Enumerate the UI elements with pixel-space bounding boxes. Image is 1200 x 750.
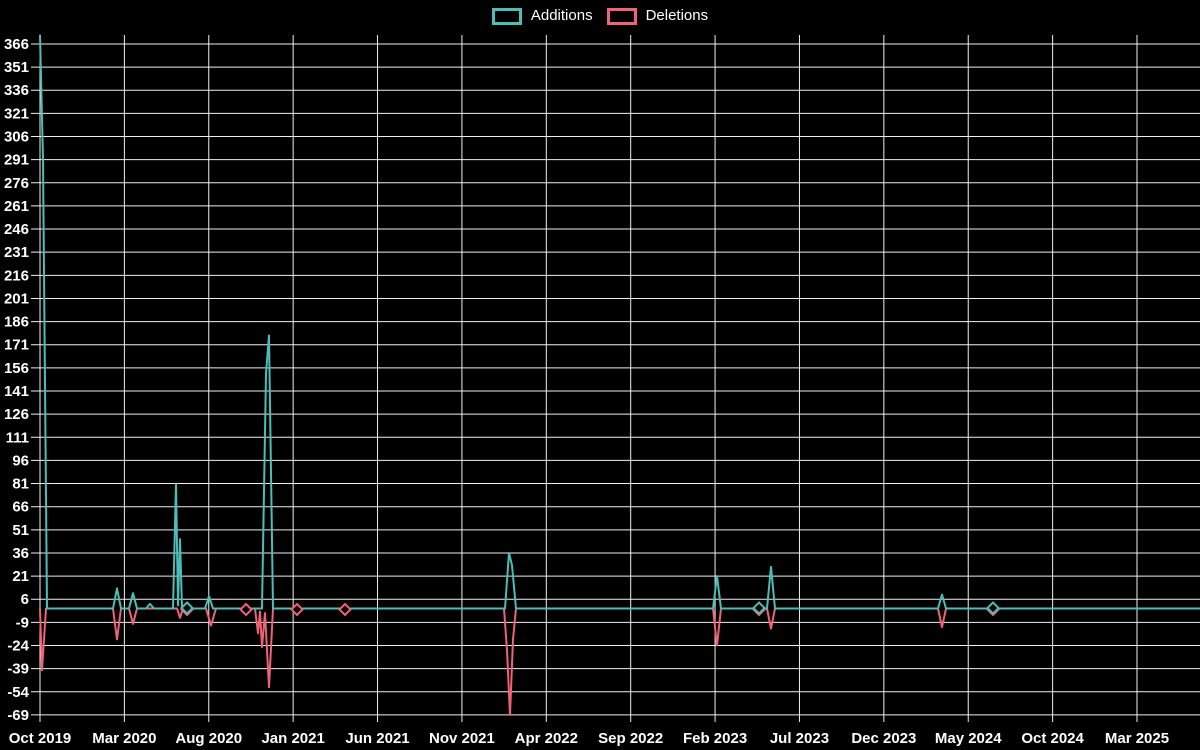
y-tick-label: 291: [4, 152, 29, 169]
y-tick-label: -24: [7, 638, 29, 655]
y-tick-label: 111: [6, 429, 29, 446]
y-tick-label: -39: [7, 661, 29, 678]
y-tick-label: 231: [4, 244, 29, 261]
y-tick-label: 321: [4, 105, 29, 122]
y-tick-label: 171: [4, 337, 29, 354]
additions-zero-marker: [752, 601, 766, 615]
legend-item-deletions[interactable]: Deletions: [606, 6, 709, 26]
legend-swatch-additions-icon: [491, 7, 522, 25]
y-tick-label: 351: [4, 59, 29, 76]
y-tick-label: 201: [4, 290, 29, 307]
deletions-zero-marker: [239, 602, 253, 617]
y-tick-label: 306: [4, 128, 29, 145]
y-tick-label: -54: [7, 684, 29, 701]
legend-swatch-deletions-icon: [606, 7, 637, 25]
x-tick-label: Oct 2019: [9, 730, 72, 747]
deletions-line: [39, 607, 1200, 716]
legend-label-deletions: Deletions: [645, 7, 709, 24]
y-tick-label: 336: [4, 82, 29, 99]
x-tick-label: Oct 2024: [1021, 730, 1084, 747]
x-tick-label: Jan 2021: [261, 730, 324, 747]
x-tick-label: Dec 2023: [851, 730, 916, 747]
x-tick-label: Jun 2021: [345, 730, 409, 747]
chart-legend: Additions Deletions: [0, 6, 1200, 26]
x-tick-label: Mar 2020: [92, 730, 156, 747]
additions-zero-marker: [986, 601, 1000, 615]
additions-zero-marker: [180, 601, 194, 615]
y-tick-label: 216: [4, 267, 29, 284]
y-tick-label: 186: [4, 314, 29, 331]
legend-label-additions: Additions: [530, 7, 593, 24]
x-tick-label: Aug 2020: [175, 730, 242, 747]
y-tick-label: 126: [4, 406, 29, 423]
y-tick-label: 141: [4, 383, 29, 400]
y-tick-label: 96: [12, 452, 29, 469]
x-tick-label: Jul 2023: [770, 730, 829, 747]
y-tick-label: 66: [12, 499, 29, 516]
y-tick-label: 81: [12, 476, 29, 493]
y-tick-label: 36: [12, 545, 29, 562]
x-tick-label: Feb 2023: [683, 730, 747, 747]
x-tick-label: Sep 2022: [598, 730, 663, 747]
y-tick-label: 366: [4, 36, 29, 53]
y-tick-label: 246: [4, 221, 29, 238]
y-tick-label: 276: [4, 175, 29, 192]
y-tick-label: 6: [21, 591, 29, 608]
legend-item-additions[interactable]: Additions: [491, 6, 593, 26]
x-tick-label: Apr 2022: [515, 730, 578, 747]
y-tick-label: 156: [4, 360, 29, 377]
y-tick-label: 21: [12, 568, 29, 585]
y-tick-label: 261: [4, 198, 29, 215]
y-tick-label: -9: [16, 614, 29, 631]
deletions-zero-marker: [338, 602, 352, 617]
x-tick-label: May 2024: [935, 730, 1002, 747]
y-tick-label: 51: [12, 522, 29, 539]
y-tick-label: -69: [7, 707, 29, 724]
x-tick-label: Mar 2025: [1105, 730, 1169, 747]
x-tick-label: Nov 2021: [429, 730, 495, 747]
deletions-zero-marker: [290, 602, 304, 617]
